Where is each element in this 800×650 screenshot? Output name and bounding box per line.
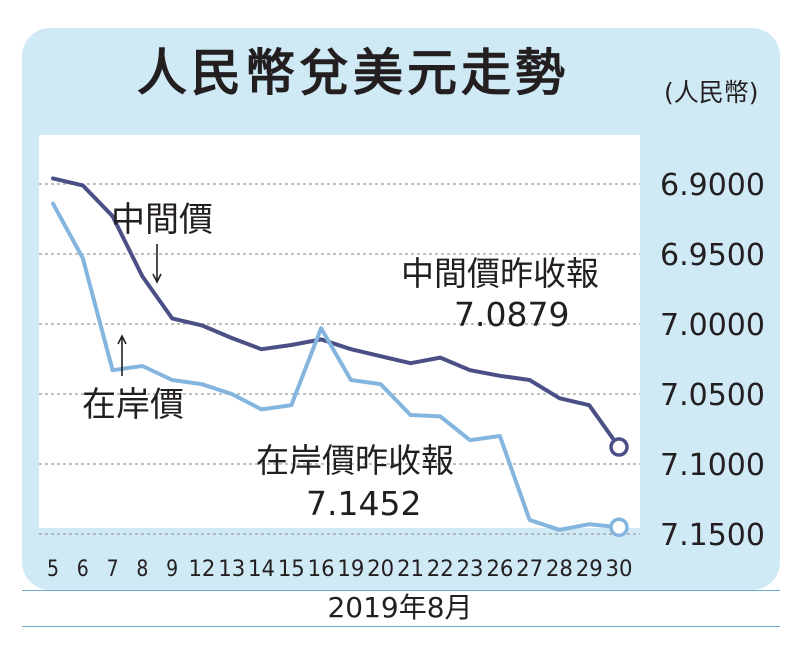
plot-area [39,135,640,528]
x-tick-label: 5 [47,557,59,582]
onshore-close-label: 在岸價昨收報 [256,441,454,480]
x-tick-label: 12 [188,557,215,582]
y-tick-label: 7.0000 [660,308,765,343]
mid-close-value: 7.0879 [454,295,569,334]
series-lines [51,176,629,538]
x-tick-label: 9 [166,557,178,582]
mid-close-label: 中間價昨收報 [401,254,599,293]
annotations: 中間價 在岸價 中間價昨收報 7.0879 在岸價昨收報 7.1452 [82,200,599,523]
mid-price-arrow-head [152,273,162,284]
x-axis-label: 2019年8月 [327,591,473,624]
y-tick-labels: 6.9000 6.9500 7.0000 7.0500 7.1000 7.1500 [660,168,765,553]
x-tick-label: 28 [546,557,573,582]
mid-price-label: 中間價 [111,200,213,240]
mid-price-line [51,176,621,450]
onshore-price-end-marker [609,517,629,538]
x-tick-label: 21 [397,557,424,582]
x-tick-label: 20 [367,557,394,582]
x-tick-labels: 5 6 7 8 9 12 13 14 15 16 19 20 21 22 23 26 27 28 29 30 [47,557,633,582]
mid-price-arrow [152,244,162,284]
x-tick-label: 7 [107,557,119,582]
onshore-price-label: 在岸價 [82,385,184,425]
y-tick-label: 7.0500 [660,378,765,413]
chart-title: 人民幣兌美元走勢 [137,44,569,102]
x-tick-label: 8 [136,557,148,582]
y-tick-label: 7.1500 [660,518,765,553]
x-tick-label: 13 [218,557,245,582]
x-tick-label: 26 [486,557,513,582]
onshore-price-arrow [117,334,127,376]
y-tick-label: 6.9000 [660,168,765,203]
x-tick-label: 23 [457,557,484,582]
x-tick-label: 19 [337,557,364,582]
x-tick-label: 15 [278,557,305,582]
y-tick-label: 7.1000 [660,448,765,483]
x-tick-label: 29 [576,557,603,582]
onshore-close-value: 7.1452 [306,484,421,523]
divider-top [22,590,780,591]
onshore-price-arrow-head [117,334,127,345]
y-tick-label: 6.9500 [660,238,765,273]
gridlines [39,183,640,535]
x-tick-label: 27 [516,557,543,582]
mid-price-end-marker [609,437,629,457]
divider-bottom [22,626,780,627]
onshore-price-line [51,201,621,532]
x-tick-label: 6 [77,557,89,582]
unit-label: (人民幣) [664,78,759,107]
x-tick-label: 14 [248,557,275,582]
x-tick-label: 16 [308,557,335,582]
x-tick-label: 30 [606,557,633,582]
x-tick-label: 22 [427,557,454,582]
